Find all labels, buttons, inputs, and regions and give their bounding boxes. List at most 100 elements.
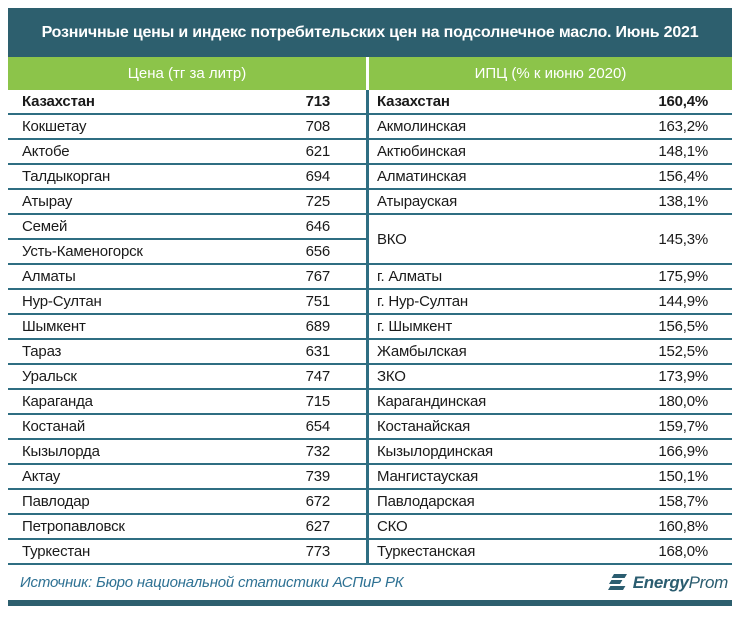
row-label: Шымкент xyxy=(22,318,86,335)
table-row: Уральск 747 xyxy=(8,365,366,390)
row-label: Акмолинская xyxy=(377,118,466,135)
table-row: ЗКО 173,9% xyxy=(369,365,732,390)
row-value: 732 xyxy=(305,443,331,460)
row-value: 150,1% xyxy=(658,468,708,485)
table-row: Усть-Каменогорск 656 xyxy=(8,240,366,265)
table-row: Актюбинская 148,1% xyxy=(369,140,732,165)
ipc-table: Казахстан 160,4% Акмолинская 163,2% Актюбинс… xyxy=(369,90,732,565)
table-row: Карагандинская 180,0% xyxy=(369,390,732,415)
table-row: Кокшетау 708 xyxy=(8,115,366,140)
table-divider xyxy=(366,90,369,565)
row-value: 621 xyxy=(305,143,331,160)
row-value: 160,4% xyxy=(658,93,708,110)
footer: Источник: Бюро национальной статистики А… xyxy=(8,565,732,600)
brand-light: Prom xyxy=(688,572,729,592)
row-label: Талдыкорган xyxy=(22,168,111,185)
row-label: Туркестан xyxy=(22,543,91,560)
row-value: 713 xyxy=(305,93,331,110)
row-label: Казахстан xyxy=(377,93,450,110)
row-value: 180,0% xyxy=(658,393,708,410)
table-row: Кызылординская 166,9% xyxy=(369,440,732,465)
row-value: 163,2% xyxy=(658,118,708,135)
table-row: г. Шымкент 156,5% xyxy=(369,315,732,340)
row-label: Алматинская xyxy=(377,168,467,185)
infographic-title: Розничные цены и индекс потребительских … xyxy=(8,8,732,57)
row-value: 138,1% xyxy=(658,193,708,210)
row-label: Кызылординская xyxy=(377,443,493,460)
row-label: Павлодар xyxy=(22,493,90,510)
row-label: ЗКО xyxy=(377,368,406,385)
row-label: Кокшетау xyxy=(22,118,87,135)
row-label: Атырауская xyxy=(377,193,458,210)
tables-area: Казахстан 713 Кокшетау 708 Актобе 621 Талдыкор… xyxy=(8,90,732,565)
table-row: Актобе 621 xyxy=(8,140,366,165)
row-label: Туркестанская xyxy=(377,543,476,560)
energyprom-logo: EnergyProm xyxy=(607,572,728,594)
row-label: Караганда xyxy=(22,393,93,410)
row-value: 156,4% xyxy=(658,168,708,185)
row-label: Актюбинская xyxy=(377,143,466,160)
row-value: 627 xyxy=(305,518,331,535)
row-label: Тараз xyxy=(22,343,62,360)
table-row: Павлодар 672 xyxy=(8,490,366,515)
column-headers: Цена (тг за литр) ИПЦ (% к июню 2020) xyxy=(8,57,732,90)
row-label: СКО xyxy=(377,518,408,535)
row-value: 773 xyxy=(305,543,331,560)
row-value: 175,9% xyxy=(658,268,708,285)
row-value: 156,5% xyxy=(658,318,708,335)
row-label: Костанай xyxy=(22,418,86,435)
row-value: 144,9% xyxy=(658,293,708,310)
price-table: Казахстан 713 Кокшетау 708 Актобе 621 Талдыкор… xyxy=(8,90,366,565)
table-row: Семей 646 xyxy=(8,215,366,240)
row-label: Атырау xyxy=(22,193,73,210)
row-value: 689 xyxy=(305,318,331,335)
source-note: Источник: Бюро национальной статистики А… xyxy=(20,574,404,591)
row-value: 694 xyxy=(305,168,331,185)
row-value: 159,7% xyxy=(658,418,708,435)
energyprom-icon xyxy=(607,572,629,594)
row-label: Жамбылская xyxy=(377,343,467,360)
row-label: г. Нур-Султан xyxy=(377,293,468,310)
row-label: Алматы xyxy=(22,268,76,285)
row-value: 160,8% xyxy=(658,518,708,535)
table-row: Костанай 654 xyxy=(8,415,366,440)
table-row: Жамбылская 152,5% xyxy=(369,340,732,365)
column-header-price: Цена (тг за литр) xyxy=(8,57,366,90)
row-value: 168,0% xyxy=(658,543,708,560)
table-row: Атырау 725 xyxy=(8,190,366,215)
table-row: Казахстан 713 xyxy=(8,90,366,115)
row-value: 708 xyxy=(305,118,331,135)
table-row: г. Нур-Султан 144,9% xyxy=(369,290,732,315)
row-value: 715 xyxy=(305,393,331,410)
row-label: Петропавловск xyxy=(22,518,125,535)
row-label: Актобе xyxy=(22,143,70,160)
row-value: 725 xyxy=(305,193,331,210)
table-row: Нур-Султан 751 xyxy=(8,290,366,315)
row-label: Кызылорда xyxy=(22,443,100,460)
row-value: 656 xyxy=(305,243,331,260)
table-row: Шымкент 689 xyxy=(8,315,366,340)
table-row: Актау 739 xyxy=(8,465,366,490)
row-value: 739 xyxy=(305,468,331,485)
bottom-bar xyxy=(8,600,732,606)
table-row: Талдыкорган 694 xyxy=(8,165,366,190)
table-row: Акмолинская 163,2% xyxy=(369,115,732,140)
table-row: Алматинская 156,4% xyxy=(369,165,732,190)
table-row: Атырауская 138,1% xyxy=(369,190,732,215)
row-label: г. Шымкент xyxy=(377,318,453,335)
row-label: Карагандинская xyxy=(377,393,487,410)
energyprom-wordmark: EnergyProm xyxy=(633,572,729,593)
row-label: г. Алматы xyxy=(377,268,442,285)
row-label: Усть-Каменогорск xyxy=(22,243,143,260)
row-value: 672 xyxy=(305,493,331,510)
row-label: Уральск xyxy=(22,368,77,385)
row-value: 173,9% xyxy=(658,368,708,385)
row-value: 148,1% xyxy=(658,143,708,160)
row-value: 152,5% xyxy=(658,343,708,360)
row-value: 767 xyxy=(305,268,331,285)
table-row: Алматы 767 xyxy=(8,265,366,290)
table-row: Павлодарская 158,7% xyxy=(369,490,732,515)
row-label: ВКО xyxy=(377,230,407,248)
row-value: 166,9% xyxy=(658,443,708,460)
